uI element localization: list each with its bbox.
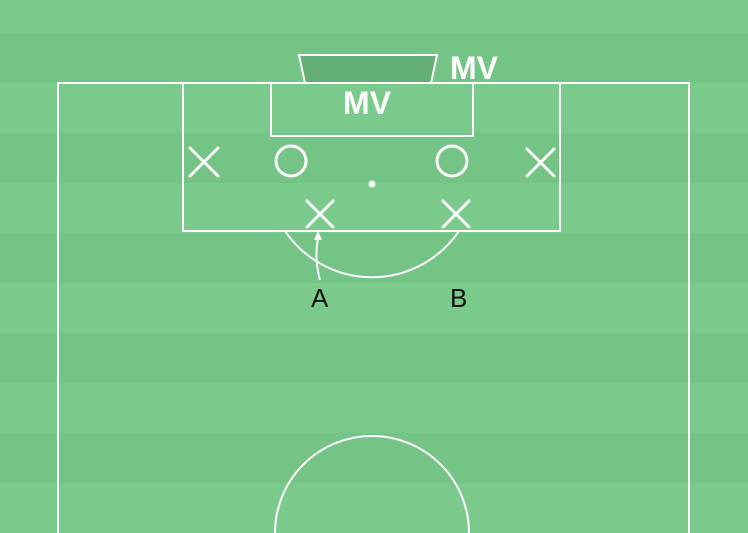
grass-stripe (0, 433, 748, 483)
goalkeeper-label-box: MV (343, 85, 392, 121)
grass-stripe (0, 183, 748, 233)
cross-a-icon (305, 199, 335, 229)
grass-stripe (0, 383, 748, 433)
grass-stripe (0, 483, 748, 533)
goalkeeper-label-goal: MV (450, 50, 499, 86)
grass-stripe (0, 283, 748, 333)
player-b-label: B (450, 283, 467, 313)
arrow-icon (314, 231, 322, 281)
grass-stripe (0, 83, 748, 133)
cross-b-icon (441, 199, 471, 229)
player-a-label: A (311, 283, 329, 313)
grass-stripe (0, 0, 748, 33)
penalty-arc (284, 230, 460, 279)
circle-left-icon (274, 144, 308, 178)
penalty-spot (368, 180, 376, 188)
goal-area (270, 82, 474, 137)
cross-left-wide-icon (188, 146, 220, 178)
circle-right-icon (435, 144, 469, 178)
grass-stripe (0, 333, 748, 383)
grass-stripe (0, 233, 748, 283)
center-circle (274, 435, 470, 533)
goal (297, 54, 439, 84)
cross-right-wide-icon (525, 147, 556, 178)
grass-stripe (0, 133, 748, 183)
